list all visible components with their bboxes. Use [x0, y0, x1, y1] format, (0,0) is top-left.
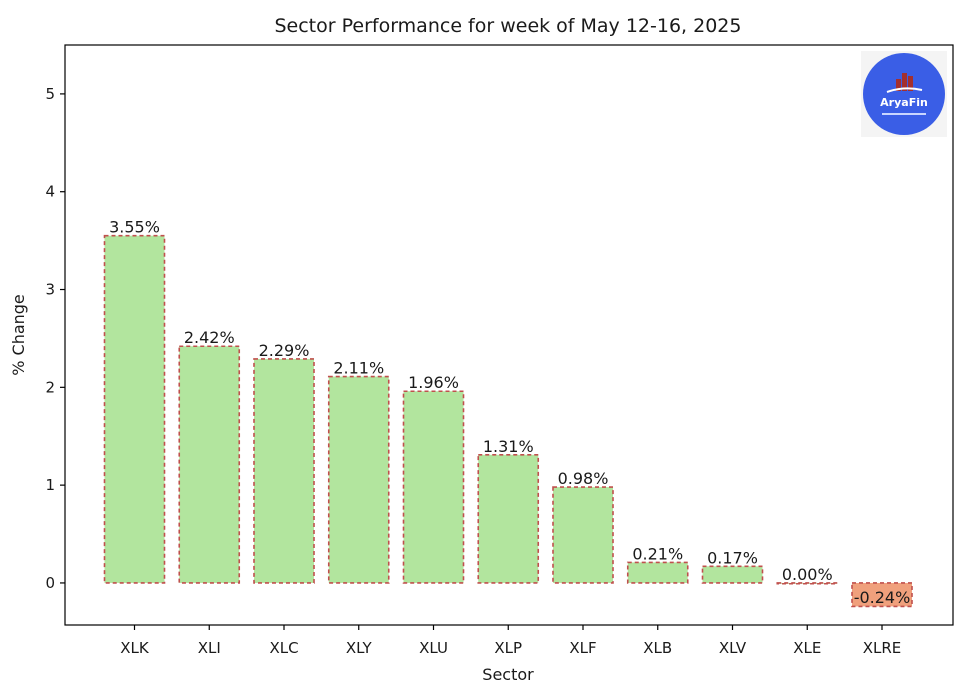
bar-xly	[327, 375, 390, 584]
bar-xlf	[552, 486, 614, 584]
aryafin-logo: AryaFin	[861, 51, 947, 137]
logo-bar-2	[902, 73, 907, 91]
y-tick-label: 3	[45, 281, 55, 299]
data-label-xlv: 0.17%	[707, 548, 758, 567]
logo-tagline-mark	[882, 113, 926, 115]
y-tick-label: 1	[45, 476, 55, 494]
plot-area-frame	[64, 44, 954, 626]
logo-bar-1	[896, 79, 901, 91]
data-label-xle: 0.00%	[782, 565, 833, 584]
data-label-xlp: 1.31%	[483, 437, 534, 456]
bar-xlre	[851, 582, 913, 608]
x-tick-label-xlu: XLU	[419, 639, 448, 657]
bar-xli	[178, 345, 241, 584]
logo-name: AryaFin	[880, 96, 928, 109]
data-label-xlb: 0.21%	[632, 544, 683, 563]
data-label-xlc: 2.29%	[259, 341, 310, 360]
logo-circle	[863, 53, 945, 135]
data-label-xli: 2.42%	[184, 328, 235, 347]
x-tick-label-xlp: XLP	[494, 639, 522, 657]
bar-value-labels: 3.55% 2.42% 2.29% 2.11% 1.96% 1.31% 0.98% 0.21%…	[109, 218, 910, 607]
y-tick-label: 2	[45, 378, 55, 396]
x-tick-label-xlk: XLK	[120, 639, 150, 657]
y-tick-label: 4	[45, 183, 55, 201]
y-tick-label: 0	[45, 574, 55, 592]
bar-xlu	[402, 390, 465, 584]
x-tick-label-xly: XLY	[346, 639, 373, 657]
x-tick-label-xlv: XLV	[719, 639, 747, 657]
x-tick-label-xlre: XLRE	[863, 639, 902, 657]
data-label-xlre: -0.24%	[854, 588, 911, 607]
bar-xlk	[103, 234, 166, 584]
bar-xlb	[626, 561, 689, 584]
y-axis-label: % Change	[9, 294, 28, 376]
y-axis-ticks: 0 1 2 3 4 5	[45, 85, 65, 592]
y-tick-label: 5	[45, 85, 55, 103]
logo-bar-3	[908, 76, 913, 91]
chart-title: Sector Performance for week of May 12-16…	[274, 15, 741, 37]
x-tick-label-xlc: XLC	[269, 639, 298, 657]
data-label-xlf: 0.98%	[558, 469, 609, 488]
bar-xlp	[477, 454, 540, 584]
bar-xlv	[701, 565, 764, 584]
x-tick-label-xlf: XLF	[569, 639, 596, 657]
bar-xle	[776, 582, 839, 585]
bar-xlc	[253, 358, 315, 584]
x-tick-label-xlb: XLB	[643, 639, 672, 657]
logo-swoosh	[886, 87, 923, 93]
x-tick-label-xle: XLE	[793, 639, 821, 657]
data-label-xly: 2.11%	[333, 359, 384, 378]
x-axis-ticks: XLK XLI XLC XLY XLU XLP XLF XLB XLV XLE XLRE	[120, 625, 901, 657]
data-label-xlu: 1.96%	[408, 373, 459, 392]
bars	[103, 234, 913, 608]
data-label-xlk: 3.55%	[109, 218, 160, 237]
x-tick-label-xli: XLI	[198, 639, 221, 657]
x-axis-label: Sector	[482, 665, 534, 684]
